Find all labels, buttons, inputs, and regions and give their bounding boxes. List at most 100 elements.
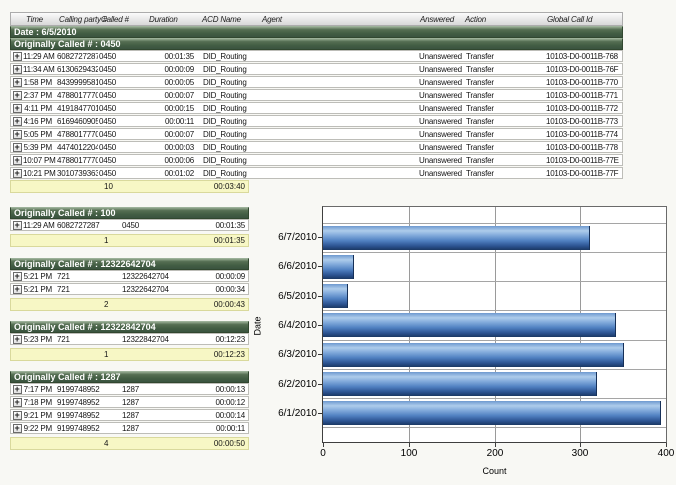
cell-duration: 00:00:07 — [164, 90, 194, 100]
group-section: Originally Called # : 100 11:29 AM 60827… — [10, 207, 249, 247]
cell-time: 2:37 PM — [23, 90, 53, 100]
cell-duration: 00:00:09 — [215, 271, 245, 281]
cell-calling: 6130629432 — [57, 64, 98, 74]
table-row: 1:58 PM 8439999581 0450 00:00:05 DID_Rou… — [10, 76, 623, 88]
cell-calling: 9199748952 — [57, 410, 100, 420]
cell-global-call-id: 10103-D0-0011B-77F — [546, 168, 619, 178]
cell-action: Transfer — [466, 116, 494, 126]
cell-action: Transfer — [466, 51, 494, 61]
chart-band — [323, 310, 666, 339]
cell-calling: 721 — [57, 271, 70, 281]
expand-icon[interactable] — [12, 77, 22, 87]
expand-icon[interactable] — [12, 284, 22, 294]
x-tick-mark — [323, 443, 324, 447]
group-summary-row: 2 00:00:43 — [10, 298, 249, 311]
expand-icon[interactable] — [12, 103, 22, 113]
expand-icon[interactable] — [12, 334, 22, 344]
cell-answered: Unanswered — [419, 64, 462, 74]
cell-time: 5:23 PM — [23, 334, 53, 344]
summary-count: 2 — [104, 300, 109, 309]
plot-area — [322, 206, 667, 443]
cell-acd: DID_Routing — [203, 90, 247, 100]
y-axis-label: 6/4/2010 — [264, 311, 322, 340]
x-tick-mark — [580, 443, 581, 447]
y-tick-mark — [318, 354, 322, 356]
expand-icon[interactable] — [12, 129, 22, 139]
cell-called: 0450 — [99, 116, 116, 126]
table-row: 11:29 AM 6082727287 0450 00:01:35 DID_Ro… — [10, 50, 623, 62]
expand-icon[interactable] — [12, 410, 22, 420]
cell-time: 5:39 PM — [23, 142, 53, 152]
summary-count: 4 — [104, 439, 109, 448]
expand-icon[interactable] — [12, 168, 22, 178]
expand-icon[interactable] — [12, 271, 22, 281]
cell-acd: DID_Routing — [203, 51, 247, 61]
cell-action: Transfer — [466, 103, 494, 113]
cell-duration: 00:00:12 — [215, 397, 245, 407]
expand-icon[interactable] — [12, 51, 22, 61]
summary-count: 10 — [104, 182, 113, 191]
summary-total-duration: 00:01:35 — [213, 236, 245, 245]
group-section: Originally Called # : 1287 7:17 PM 91997… — [10, 371, 249, 450]
cell-duration: 00:00:11 — [216, 423, 245, 433]
col-time: Time — [26, 14, 43, 24]
table-row: 4:11 PM 4191847701 0450 00:00:15 DID_Rou… — [10, 102, 623, 114]
expand-cell — [11, 142, 23, 152]
y-axis-title: Date — [252, 315, 263, 336]
cell-duration: 00:00:05 — [164, 77, 194, 87]
cell-called: 0450 — [99, 90, 116, 100]
expand-cell — [11, 129, 23, 139]
expand-cell — [11, 64, 23, 74]
expand-icon[interactable] — [12, 384, 22, 394]
y-tick-mark — [318, 324, 322, 326]
cell-action: Transfer — [466, 155, 494, 165]
col-action: Action — [465, 14, 487, 24]
cell-global-call-id: 10103-D0-0011B-774 — [546, 129, 618, 139]
expand-cell — [11, 271, 23, 281]
expand-icon[interactable] — [12, 64, 22, 74]
cell-duration: 00:00:15 — [164, 103, 194, 113]
cell-acd: DID_Routing — [203, 129, 247, 139]
table-row: 5:21 PM 721 12322642704 00:00:34 — [10, 283, 249, 295]
cell-calling: 8439999581 — [57, 77, 98, 87]
expand-cell — [11, 334, 23, 344]
expand-icon[interactable] — [12, 116, 22, 126]
cell-called: 0450 — [99, 129, 116, 139]
chart-bar — [323, 400, 661, 425]
table-row: 2:37 PM 4788017770 0450 00:00:07 DID_Rou… — [10, 89, 623, 101]
y-axis-labels: 6/7/2010 6/6/2010 6/5/2010 6/4/2010 6/3/… — [264, 223, 322, 428]
expand-icon[interactable] — [12, 90, 22, 100]
table-row: 9:22 PM 9199748952 1287 00:00:11 — [10, 422, 249, 434]
table-row: 5:23 PM 721 12322842704 00:12:23 — [10, 333, 249, 345]
expand-icon[interactable] — [12, 397, 22, 407]
group-header: Originally Called # : 1287 — [10, 371, 249, 383]
chart-bar — [323, 313, 616, 338]
x-axis-tick-label: 400 — [657, 448, 675, 459]
chart-bar — [323, 255, 354, 280]
cell-called: 0450 — [99, 103, 116, 113]
calls-per-day-bar-chart: Date 6/7/2010 6/6/2010 6/5/2010 6/4/2010… — [250, 195, 676, 485]
cell-called: 0450 — [122, 220, 139, 230]
expand-icon[interactable] — [12, 142, 22, 152]
expand-icon[interactable] — [12, 155, 22, 165]
cell-answered: Unanswered — [419, 116, 462, 126]
expand-cell — [11, 397, 23, 407]
cell-duration: 00:00:09 — [164, 64, 194, 74]
expand-cell — [11, 77, 23, 87]
table-row: 11:34 AM 6130629432 0450 00:00:09 DID_Ro… — [10, 63, 623, 75]
cell-answered: Unanswered — [419, 129, 462, 139]
cell-global-call-id: 10103-D0-0011B-768 — [546, 51, 618, 61]
cell-answered: Unanswered — [419, 90, 462, 100]
cell-global-call-id: 10103-D0-0011B-76F — [546, 64, 619, 74]
cell-calling: 6082727287 — [57, 220, 100, 230]
cell-calling: 4474012204 — [57, 142, 98, 152]
expand-icon[interactable] — [12, 220, 22, 230]
cell-called: 0450 — [99, 168, 116, 178]
cell-duration: 00:00:03 — [164, 142, 194, 152]
cell-called: 1287 — [122, 410, 139, 420]
cell-duration: 00:01:02 — [164, 168, 194, 178]
table-row: 5:05 PM 4788017770 0450 00:00:07 DID_Rou… — [10, 128, 623, 140]
expand-icon[interactable] — [12, 423, 22, 433]
y-tick-mark — [318, 383, 322, 385]
cell-time: 4:16 PM — [23, 116, 53, 126]
